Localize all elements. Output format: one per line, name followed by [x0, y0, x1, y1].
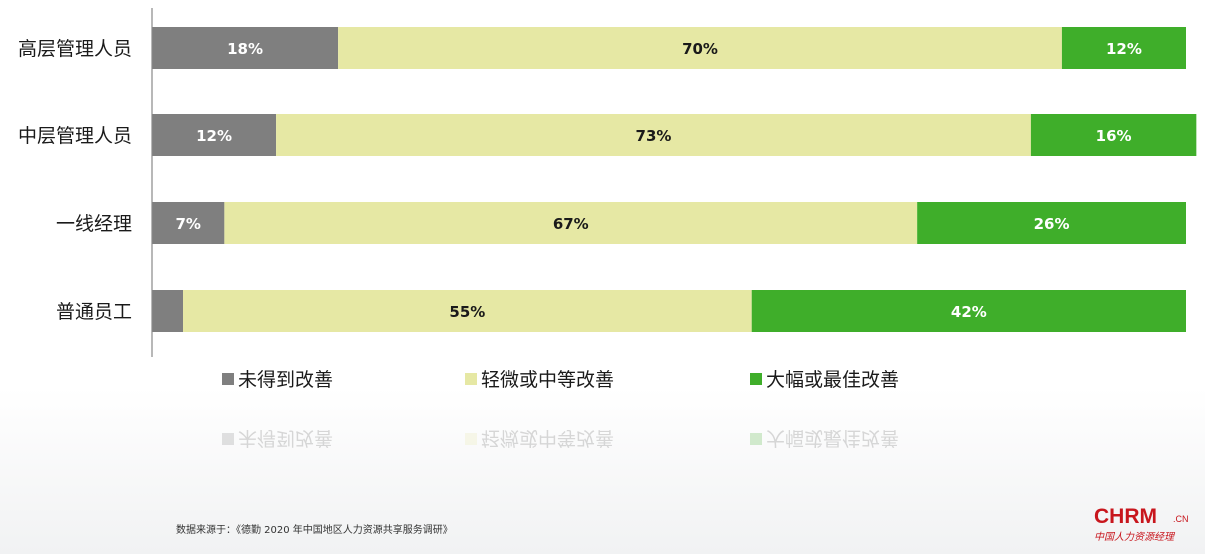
logo-main-text: CHRM [1094, 505, 1157, 528]
data-label: 42% [951, 303, 987, 321]
legend-swatch [222, 373, 234, 385]
logo-sub-text: 中国人力资源经理 [1094, 532, 1174, 543]
legend-reflection-swatch [222, 433, 234, 445]
data-label: 70% [682, 40, 718, 58]
data-label: 7% [175, 215, 200, 233]
legend-label: 未得到改善 [238, 369, 333, 391]
bar-segment [183, 290, 752, 332]
logo-suffix-text: .CN [1173, 514, 1189, 524]
bar-segment [152, 114, 277, 156]
data-label: 26% [1034, 215, 1070, 233]
data-label: 67% [553, 215, 589, 233]
legend-reflection-item: 轻微或中等改善 [465, 427, 614, 449]
legend-label: 大幅或最佳改善 [766, 369, 899, 391]
legend-reflection-swatch [465, 433, 477, 445]
legend-reflection-label: 未得到改善 [238, 427, 333, 449]
bar-segment [152, 202, 225, 244]
data-label: 12% [1106, 40, 1142, 58]
bar-segment [276, 114, 1031, 156]
bar-segment [224, 202, 918, 244]
data-label: 12% [196, 127, 232, 145]
legend-swatch [750, 373, 762, 385]
source-note: 数据来源于：《德勤 2020 年中国地区人力资源共享服务调研》 [176, 525, 453, 536]
bar-segment [338, 27, 1062, 69]
data-label: 73% [636, 127, 672, 145]
bars-layer: 高层管理人员 18% 70% 12% 中层管理人员 12% 73% 16% 一线经理 7% 67% 2… [18, 27, 1197, 332]
bar-segment [751, 290, 1186, 332]
legend-reflection-item: 未得到改善 [222, 427, 333, 449]
category-label: 中层管理人员 [18, 125, 132, 147]
bar-segment [1061, 27, 1186, 69]
legend-label: 轻微或中等改善 [481, 369, 614, 391]
legend-reflection: 未得到改善 轻微或中等改善 大幅或最佳改善 [222, 427, 899, 449]
data-label: 18% [227, 40, 263, 58]
bar-segment [917, 202, 1186, 244]
legend-swatch [465, 373, 477, 385]
chrm-logo: CHRM .CN 中国人力资源经理 [1094, 505, 1194, 545]
category-label: 一线经理 [56, 213, 132, 235]
category-label: 普通员工 [56, 301, 132, 323]
bar-segment [152, 27, 339, 69]
data-label: 55% [449, 303, 485, 321]
bar-segment [152, 290, 184, 332]
bar-segment [1030, 114, 1197, 156]
category-label: 高层管理人员 [18, 38, 132, 60]
legend: 未得到改善 轻微或中等改善 大幅或最佳改善 [222, 369, 899, 391]
legend-reflection-label: 大幅或最佳改善 [766, 427, 899, 449]
legend-reflection-item: 大幅或最佳改善 [750, 427, 899, 449]
legend-reflection-swatch [750, 433, 762, 445]
data-label: 16% [1096, 127, 1132, 145]
legend-reflection-label: 轻微或中等改善 [481, 427, 614, 449]
